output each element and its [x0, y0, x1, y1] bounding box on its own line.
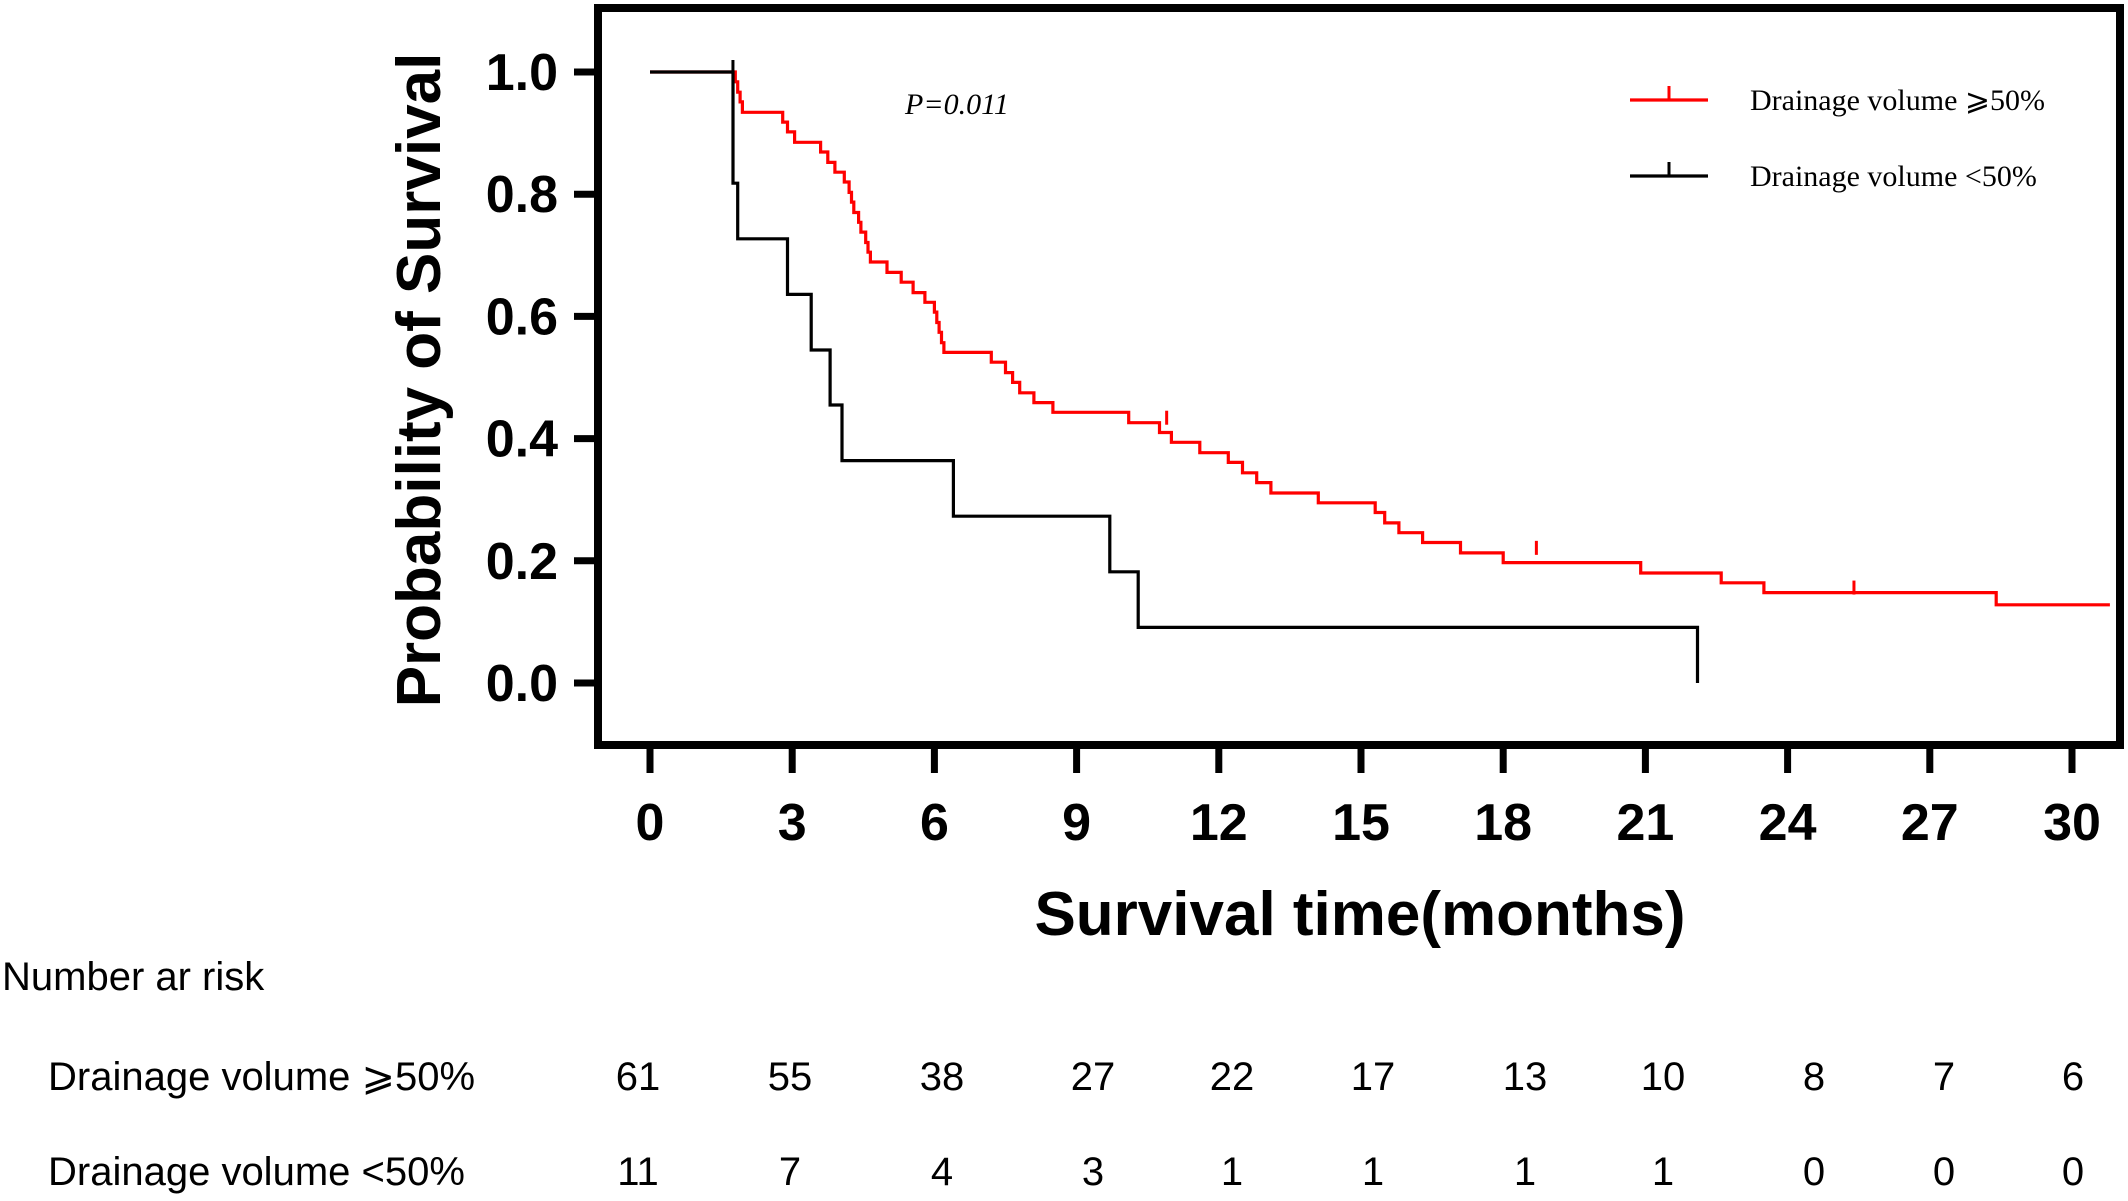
km-curve-series-1 — [650, 70, 2110, 607]
risk-count: 13 — [1503, 1055, 1548, 1099]
km-curve-series-2 — [650, 70, 1700, 683]
x-axis-title: Survival time(months) — [1034, 880, 1685, 949]
risk-count: 17 — [1351, 1055, 1396, 1099]
y-tick-label: 0.4 — [486, 411, 558, 469]
risk-count: 1 — [1221, 1150, 1243, 1194]
risk-count: 22 — [1210, 1055, 1255, 1099]
risk-count: 1 — [1652, 1150, 1674, 1194]
y-tick-label: 0.6 — [486, 288, 558, 346]
x-tick-label: 6 — [920, 794, 949, 852]
x-tick-label: 3 — [778, 794, 807, 852]
x-tick-label: 12 — [1190, 794, 1248, 852]
risk-count: 3 — [1082, 1150, 1104, 1194]
x-tick-label: 21 — [1616, 794, 1674, 852]
y-tick-label: 1.0 — [486, 44, 558, 102]
legend-label-series-2: Drainage volume <50% — [1750, 160, 2037, 193]
x-tick-label: 27 — [1901, 794, 1959, 852]
y-tick-label: 0.8 — [486, 166, 558, 224]
x-tick-label: 15 — [1332, 794, 1390, 852]
x-tick-label: 18 — [1474, 794, 1532, 852]
risk-count: 8 — [1803, 1055, 1825, 1099]
x-tick-label: 9 — [1062, 794, 1091, 852]
x-tick-label: 30 — [2043, 794, 2101, 852]
risk-count: 55 — [768, 1055, 813, 1099]
risk-count: 6 — [2062, 1055, 2084, 1099]
y-tick-label: 0.2 — [486, 533, 558, 591]
risk-table-title: Number ar risk — [2, 955, 265, 999]
legend-label-series-1: Drainage volume ⩾50% — [1750, 84, 2045, 117]
risk-row-label-1: Drainage volume ⩾50% — [48, 1055, 475, 1099]
plot-frame — [594, 4, 2124, 749]
risk-count: 7 — [779, 1150, 801, 1194]
p-value-annotation: P=0.011 — [904, 88, 1009, 121]
risk-count: 0 — [1933, 1150, 1955, 1194]
y-axis-title: Probability of Survival — [385, 53, 454, 708]
risk-count: 7 — [1933, 1055, 1955, 1099]
risk-count: 1 — [1514, 1150, 1536, 1194]
x-tick-label: 0 — [636, 794, 665, 852]
risk-count: 0 — [1803, 1150, 1825, 1194]
risk-count: 4 — [931, 1150, 953, 1194]
risk-count: 27 — [1071, 1055, 1116, 1099]
x-tick-label: 24 — [1759, 794, 1817, 852]
risk-row-label-2: Drainage volume <50% — [48, 1150, 465, 1194]
risk-count: 61 — [616, 1055, 661, 1099]
risk-count: 11 — [617, 1150, 659, 1194]
risk-count: 10 — [1641, 1055, 1686, 1099]
risk-count: 38 — [920, 1055, 965, 1099]
risk-count: 1 — [1362, 1150, 1384, 1194]
risk-count: 0 — [2062, 1150, 2084, 1194]
y-tick-label: 0.0 — [486, 655, 558, 713]
